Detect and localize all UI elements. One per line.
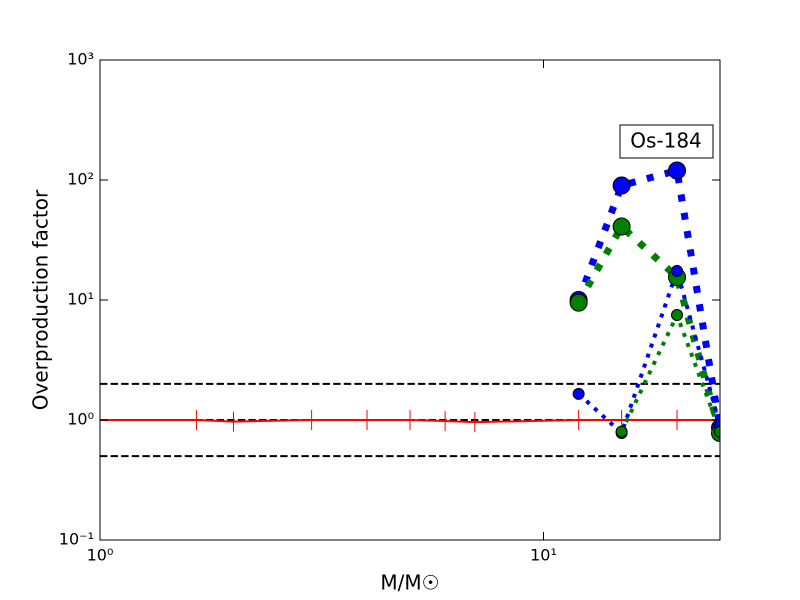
y-tick-label: 10¹ <box>67 290 94 309</box>
x-tick-label: 10¹ <box>530 546 557 565</box>
annotation-box <box>619 124 714 159</box>
marker <box>671 308 684 321</box>
marker <box>572 387 585 400</box>
marker <box>612 217 631 236</box>
series-line <box>100 419 720 424</box>
marker <box>612 176 631 195</box>
x-tick-label: 10⁰ <box>87 546 114 565</box>
marker <box>714 425 720 438</box>
x-axis-label: M/M☉ <box>380 571 439 595</box>
marker <box>569 293 588 312</box>
y-axis-label: Overproduction factor <box>29 189 53 410</box>
series-line <box>575 220 720 434</box>
y-tick-label: 10⁻¹ <box>59 530 94 549</box>
series-line <box>575 166 720 429</box>
y-tick-label: 10⁰ <box>67 410 94 429</box>
annotation: Os-184 <box>630 129 702 153</box>
y-tick-label: 10³ <box>67 50 94 69</box>
marker <box>671 264 684 277</box>
y-tick-label: 10² <box>67 170 94 189</box>
marker <box>668 161 687 180</box>
marker <box>615 425 628 438</box>
plot-area <box>100 161 720 458</box>
series-line <box>577 264 720 437</box>
